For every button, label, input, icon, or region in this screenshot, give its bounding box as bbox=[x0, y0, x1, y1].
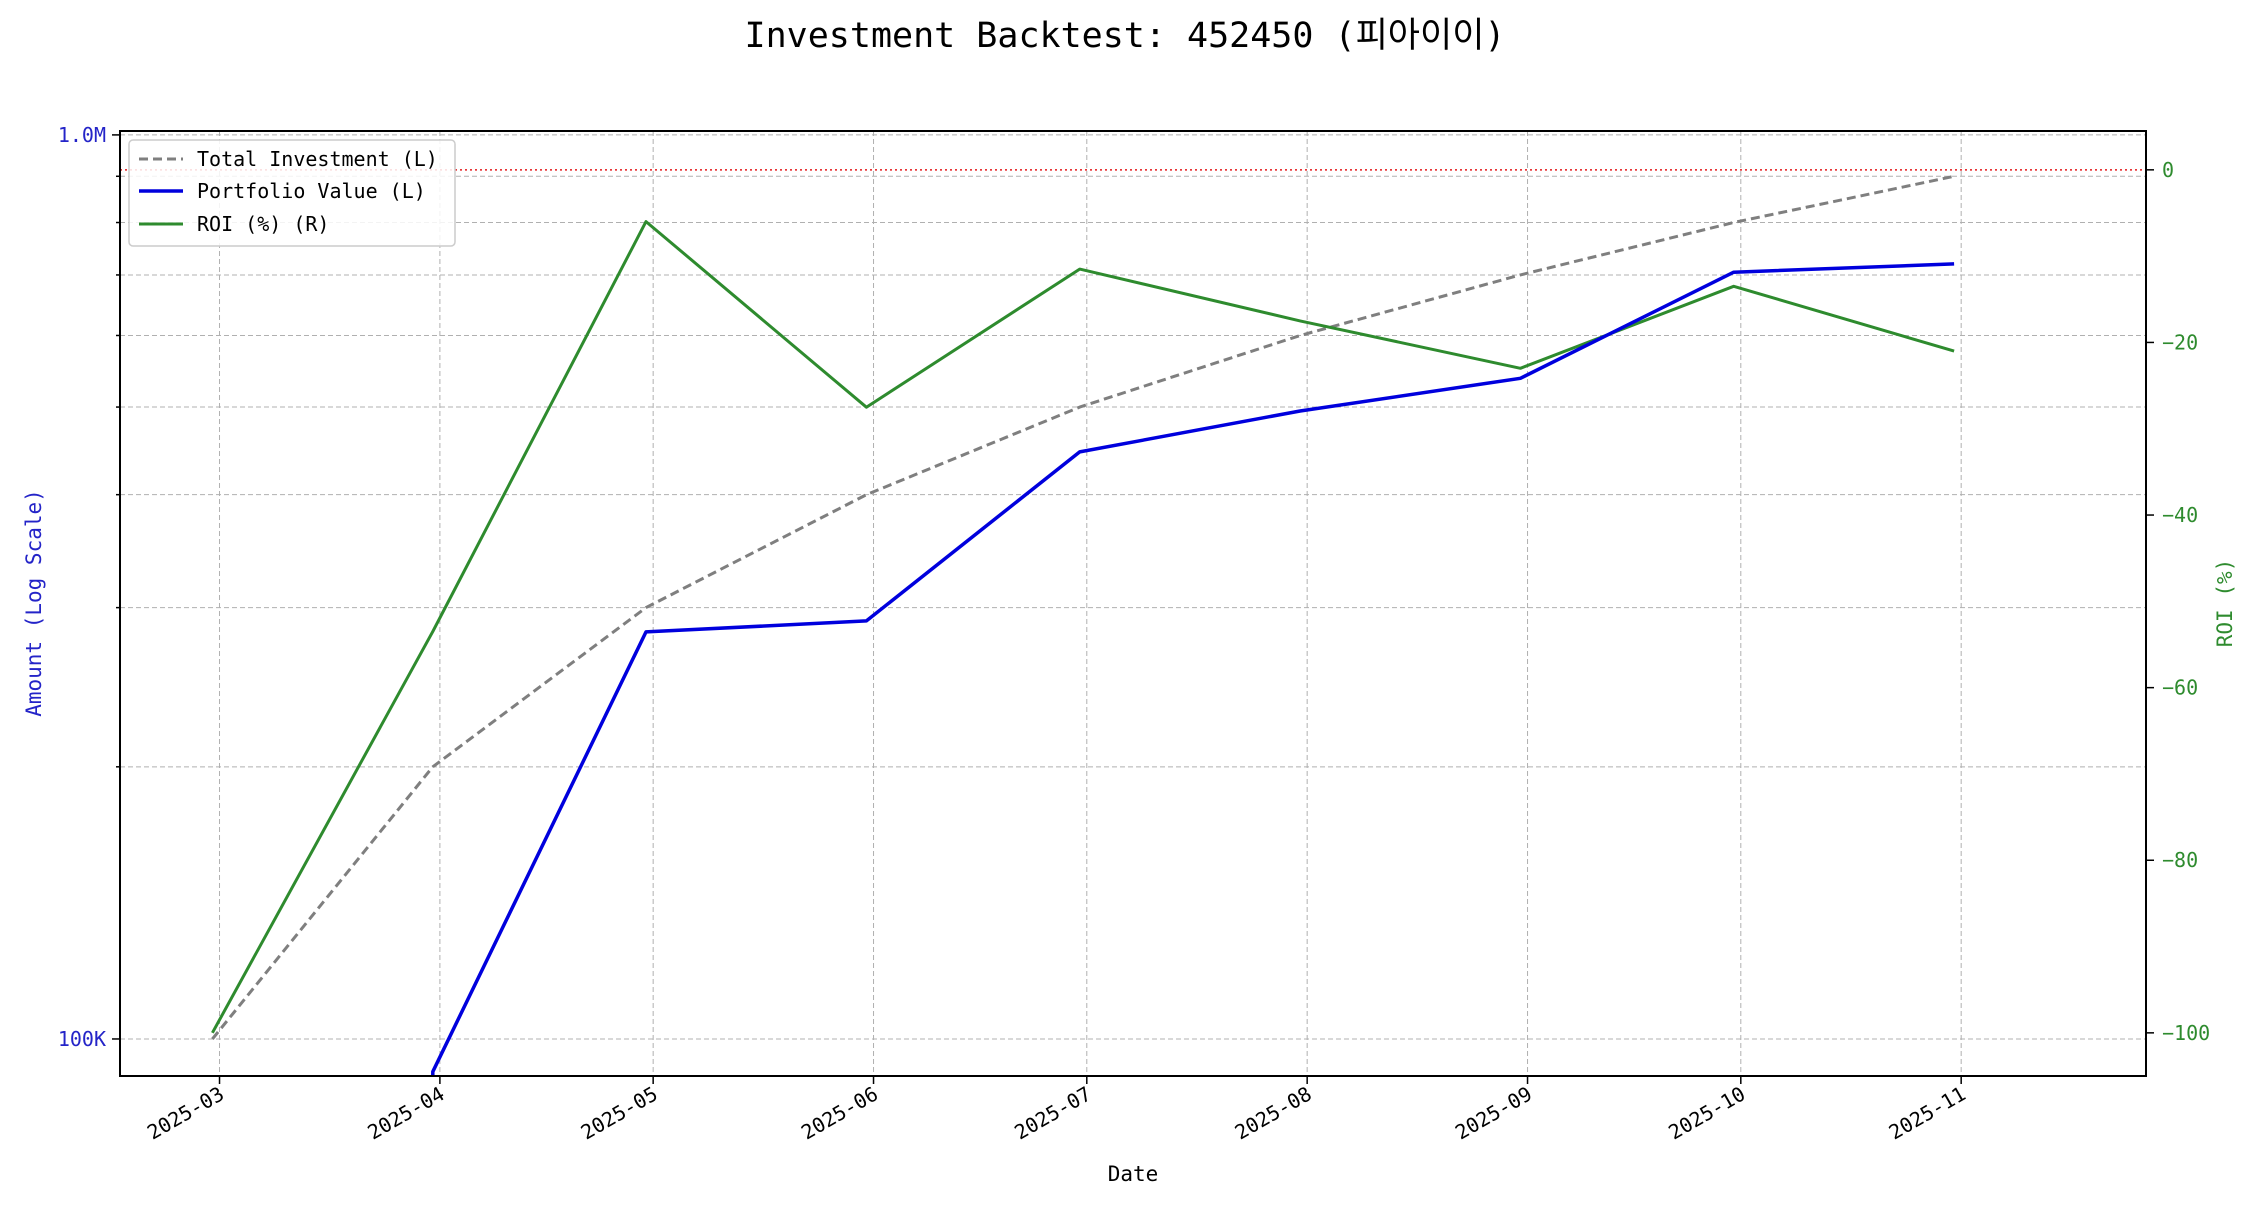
x-tick-label: 2025-09 bbox=[1451, 1082, 1536, 1145]
x-tick-label: 2025-06 bbox=[797, 1082, 882, 1145]
right-y-axis: 0 −20 −40 −60 −80 −100 bbox=[2146, 158, 2210, 1045]
x-tick-label: 2025-10 bbox=[1664, 1082, 1749, 1145]
legend-label-portfolio-value: Portfolio Value (L) bbox=[197, 179, 426, 203]
chart-title: Investment Backtest: 452450 (피아이이) bbox=[745, 16, 1506, 56]
x-axis-label: Date bbox=[1108, 1162, 1159, 1186]
x-tick-label: 2025-05 bbox=[577, 1082, 662, 1145]
series-layer bbox=[211, 174, 1955, 1076]
right-tick-label: 0 bbox=[2162, 158, 2174, 182]
legend-label-roi: ROI (%) (R) bbox=[197, 212, 329, 236]
series-line-roi-r bbox=[211, 220, 1955, 1034]
x-tick-label: 2025-03 bbox=[143, 1082, 228, 1145]
legend-label-total-investment: Total Investment (L) bbox=[197, 147, 438, 171]
x-tick-label: 2025-11 bbox=[1885, 1082, 1970, 1145]
grid bbox=[120, 131, 2146, 1076]
right-y-axis-label: ROI (%) bbox=[2213, 559, 2237, 648]
legend-box bbox=[128, 139, 456, 247]
series-line-portfolio-value-l bbox=[431, 262, 1955, 1076]
right-tick-label: −80 bbox=[2162, 848, 2198, 872]
x-axis: 2025-03 2025-04 2025-05 2025-06 2025-07 2025-… bbox=[143, 1076, 1970, 1144]
x-tick-label: 2025-08 bbox=[1231, 1082, 1316, 1145]
legend: Total Investment (L) Portfolio Value (L)… bbox=[128, 139, 456, 247]
right-tick-label: −60 bbox=[2162, 676, 2198, 700]
right-tick-label: −100 bbox=[2162, 1021, 2210, 1045]
left-y-axis-label: Amount (Log Scale) bbox=[22, 489, 46, 717]
right-tick-label: −20 bbox=[2162, 330, 2198, 354]
left-y-axis: 100K 1.0M bbox=[58, 123, 120, 1051]
series-line-total-investment-l bbox=[211, 174, 1955, 1040]
x-tick-label: 2025-07 bbox=[1010, 1082, 1095, 1145]
left-tick-label: 1.0M bbox=[58, 123, 106, 147]
plot-frame bbox=[119, 130, 2147, 1077]
x-tick-label: 2025-04 bbox=[363, 1082, 448, 1145]
left-tick-label: 100K bbox=[58, 1027, 106, 1051]
right-tick-label: −40 bbox=[2162, 503, 2198, 527]
